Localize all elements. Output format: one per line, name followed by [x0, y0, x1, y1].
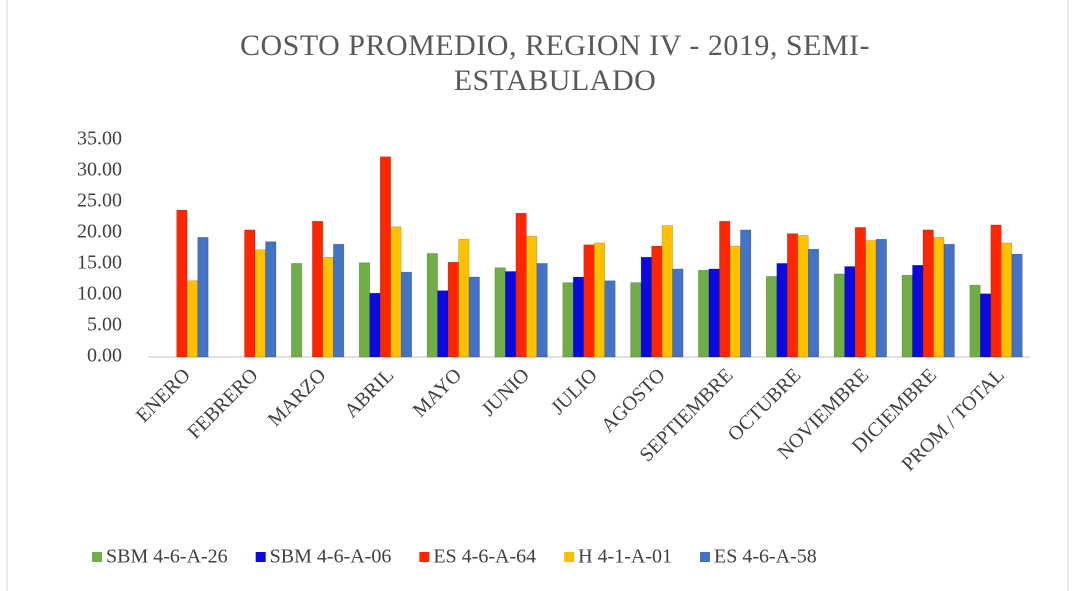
bar	[458, 238, 470, 358]
bar	[379, 156, 392, 358]
bar	[922, 229, 934, 358]
bar	[390, 226, 402, 358]
bar	[740, 229, 752, 358]
legend-label: SBM 4-6-A-26	[106, 546, 228, 568]
bar	[875, 238, 887, 358]
bar	[630, 282, 642, 358]
y-tick-label: 5.00	[87, 314, 122, 336]
legend-label: SBM 4-6-A-06	[270, 546, 392, 568]
bar	[312, 220, 324, 358]
x-tick-label: JUNIO	[478, 364, 534, 420]
bar	[844, 266, 856, 358]
legend-label: ES 4-6-A-58	[714, 546, 817, 568]
chart-title: COSTO PROMEDIO, REGION IV - 2019, SEMI-E…	[239, 29, 871, 97]
bar	[1011, 253, 1023, 358]
bar	[708, 268, 720, 358]
bar	[604, 280, 616, 358]
bar	[980, 293, 992, 358]
bar	[933, 237, 945, 358]
bar	[901, 274, 913, 358]
bar	[698, 269, 710, 358]
bar	[244, 229, 256, 358]
bar	[333, 243, 345, 358]
bar	[807, 248, 820, 358]
legend-label: ES 4-6-A-64	[433, 546, 536, 568]
bar	[526, 235, 538, 358]
bar	[651, 245, 663, 358]
bar	[572, 276, 585, 358]
y-tick-label: 25.00	[77, 190, 122, 212]
bar	[776, 263, 788, 358]
bar	[322, 256, 334, 358]
bar	[515, 212, 527, 358]
legend-swatch	[419, 552, 430, 562]
bar	[369, 292, 381, 358]
bar	[990, 224, 1002, 358]
bar	[593, 242, 606, 358]
y-tick-label: 10.00	[77, 283, 122, 305]
bar	[729, 245, 741, 358]
legend-swatch	[92, 552, 102, 562]
x-tick-label: JULIO	[547, 364, 602, 419]
y-tick-label: 15.00	[77, 252, 122, 274]
bar	[468, 276, 480, 358]
y-tick-label: 30.00	[77, 159, 122, 181]
y-tick-label: 20.00	[77, 221, 122, 243]
legend-label: H 4-1-A-01	[578, 546, 672, 568]
bar	[640, 256, 652, 358]
x-tick-label: MARZO	[264, 364, 331, 431]
bar	[186, 280, 198, 358]
bar	[583, 244, 595, 358]
bar	[437, 290, 449, 358]
bar	[358, 262, 371, 358]
bar	[426, 253, 438, 358]
legend-swatch	[564, 552, 575, 562]
bar	[291, 263, 303, 358]
bar	[719, 220, 731, 358]
x-tick-label: FEBRERO	[183, 364, 262, 443]
bar	[197, 237, 209, 358]
bar	[494, 267, 506, 358]
bar	[254, 249, 266, 358]
bar	[1001, 242, 1013, 358]
y-tick-label: 35.00	[77, 128, 122, 150]
bar	[536, 263, 548, 358]
x-tick-label: MAYO	[409, 364, 466, 421]
bar	[797, 235, 809, 358]
bar	[833, 273, 845, 358]
bar	[969, 284, 981, 358]
bar	[943, 243, 955, 358]
bar	[505, 271, 517, 358]
y-tick-label: 0.00	[87, 345, 122, 367]
x-tick-label: ENERO	[132, 364, 195, 427]
bar	[912, 264, 924, 358]
bar	[447, 261, 459, 358]
bar	[865, 240, 877, 358]
bar	[786, 233, 799, 358]
bar	[661, 225, 673, 358]
x-tick-label: AGOSTO	[597, 364, 670, 437]
bar	[672, 268, 684, 358]
x-tick-label: ABRIL	[340, 364, 398, 422]
legend-swatch	[699, 552, 710, 562]
bar	[765, 276, 778, 358]
legend-swatch	[255, 552, 266, 562]
bar	[400, 271, 413, 358]
bar	[854, 227, 866, 358]
bar	[562, 282, 574, 358]
bar	[176, 209, 188, 358]
bar	[265, 241, 277, 358]
